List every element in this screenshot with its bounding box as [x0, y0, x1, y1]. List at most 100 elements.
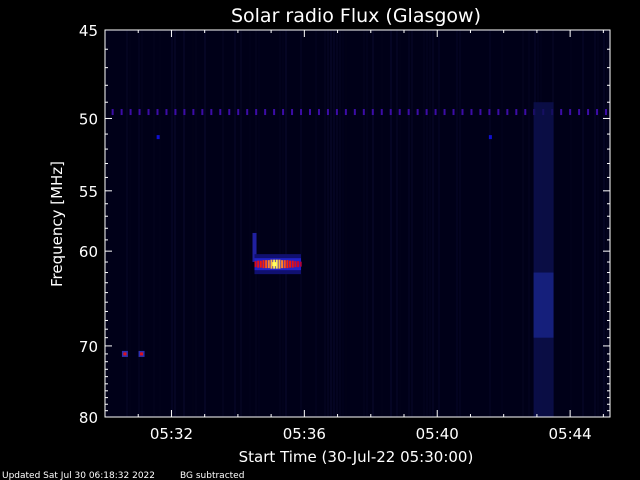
noise-stripe [315, 30, 317, 417]
noise-stripe [138, 30, 140, 417]
interference-dash [264, 109, 267, 116]
noise-stripe [129, 30, 131, 417]
interference-dash [255, 109, 258, 116]
burst-pixel [286, 260, 289, 269]
interference-dash [596, 109, 599, 116]
interference-dash [488, 109, 491, 116]
spectrogram-background [105, 30, 610, 417]
y-tick-label: 60 [79, 243, 98, 261]
noise-stripe [501, 30, 503, 417]
interference-dash [174, 109, 177, 116]
burst-pixel [262, 260, 265, 269]
interference-dash [389, 109, 392, 116]
noise-stripe [324, 30, 326, 417]
noise-stripe [423, 30, 425, 417]
noise-stripe [174, 30, 176, 417]
interference-dash [407, 109, 410, 116]
noise-stripe [429, 30, 431, 417]
noise-stripe [279, 30, 281, 417]
y-tick-label: 70 [79, 338, 98, 356]
interference-dash [183, 109, 186, 116]
interference-dash [497, 109, 500, 116]
faint-dot [156, 135, 160, 140]
emission-column-core [533, 272, 554, 338]
interference-dash [560, 109, 563, 116]
noise-stripe [183, 30, 185, 417]
y-tick-label: 80 [79, 409, 98, 427]
noise-stripe [399, 30, 401, 417]
noise-stripe [426, 30, 428, 417]
y-tick-label: 45 [79, 22, 98, 40]
burst-peak [272, 262, 277, 267]
noise-stripe [408, 30, 410, 417]
noise-stripe [459, 30, 461, 417]
burst-pixel [265, 260, 268, 269]
interference-dash [138, 109, 141, 116]
burst-pixel [281, 260, 284, 269]
emission-column [533, 102, 554, 418]
interference-dash [228, 109, 231, 116]
y-tick-label: 50 [79, 110, 98, 128]
noise-stripe [195, 30, 197, 417]
noise-stripe [594, 30, 596, 417]
noise-stripe [255, 30, 257, 417]
burst-pixel [259, 260, 262, 268]
x-axis: 05:32 05:36 05:40 05:44 [137, 30, 604, 443]
interference-dash [282, 109, 285, 116]
interference-dash [605, 109, 608, 116]
interference-dash [452, 109, 455, 116]
interference-dash [120, 109, 123, 116]
faint-dot [488, 135, 492, 140]
noise-stripe [336, 30, 338, 417]
interference-dash [111, 109, 114, 116]
noise-stripe [333, 30, 335, 417]
noise-stripe [300, 30, 302, 417]
noise-stripe [141, 30, 143, 417]
noise-stripe [342, 30, 344, 417]
spectrogram-features [111, 102, 608, 418]
noise-stripe [234, 30, 236, 417]
interference-dash [524, 109, 527, 116]
interference-dash [362, 109, 365, 116]
noise-stripe [489, 30, 491, 417]
plot-area [105, 30, 610, 418]
x-tick-label: 05:32 [150, 425, 193, 443]
interference-dash [416, 109, 419, 116]
interference-dash [344, 109, 347, 116]
noise-stripe [153, 30, 155, 417]
noise-stripe [372, 30, 374, 417]
noise-stripe [108, 30, 110, 417]
noise-stripe [570, 30, 572, 417]
interference-dash [569, 109, 572, 116]
interference-dash [335, 109, 338, 116]
interference-dash [470, 109, 473, 116]
interference-dash [192, 109, 195, 116]
interference-dash [201, 109, 204, 116]
interference-dash [237, 109, 240, 116]
burst-precursor [252, 232, 257, 263]
interference-dash [479, 109, 482, 116]
interference-dash [246, 109, 249, 116]
noise-stripe [432, 30, 434, 417]
noise-stripe [438, 30, 440, 417]
noise-stripe [456, 30, 458, 417]
noise-stripe [222, 30, 224, 417]
x-axis-label: Start Time (30-Jul-22 05:30:00) [239, 448, 474, 466]
noise-stripe [204, 30, 206, 417]
updated-timestamp: Updated Sat Jul 30 06:18:32 2022 [2, 471, 155, 480]
burst-pixel [299, 261, 302, 267]
noise-stripe [582, 30, 584, 417]
burst-pixel [283, 260, 286, 269]
noise-stripe [258, 30, 260, 417]
burst-pixel [278, 259, 281, 269]
interference-dash [317, 109, 320, 116]
noise-stripe [327, 30, 329, 417]
interference-dash [380, 109, 383, 116]
x-tick-label: 05:44 [549, 425, 592, 443]
y-axis-label: Frequency [MHz] [48, 161, 66, 287]
noise-stripe [528, 30, 530, 417]
burst-pixel [289, 260, 292, 268]
interference-dash [353, 109, 356, 116]
noise-stripe [522, 30, 524, 417]
background-noise-stripes [108, 30, 608, 417]
